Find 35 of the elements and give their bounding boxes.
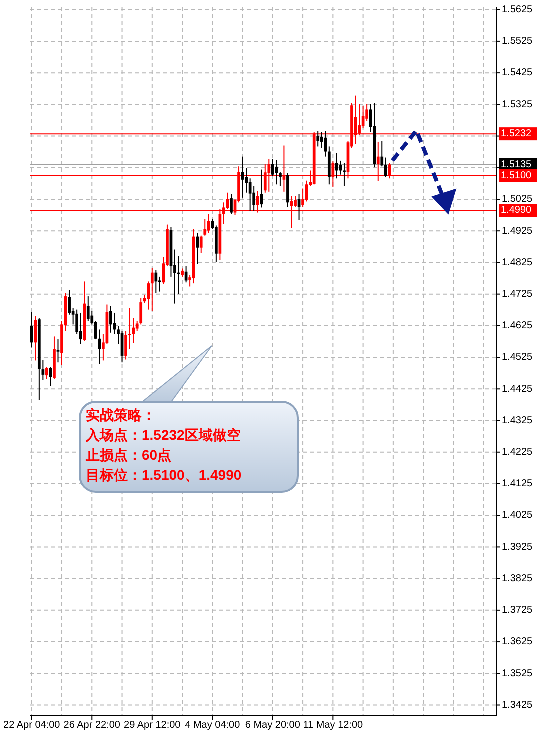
annotation: 入场点：1.5232区域做空	[85, 427, 241, 443]
x-tick-label: 26 Apr 22:00	[64, 720, 121, 731]
annotation: 止损点：60点	[85, 447, 172, 463]
y-tick-label: 1.3925	[502, 542, 534, 553]
y-tick-label: 1.5325	[502, 99, 534, 110]
ref-line-label: 1.5135	[501, 159, 532, 170]
y-tick-label: 1.4225	[502, 447, 534, 458]
y-tick-label: 1.4325	[502, 415, 534, 426]
y-tick-label: 1.4925	[502, 226, 534, 237]
y-tick-label: 1.3525	[502, 668, 534, 680]
annotation: 实战策略：	[86, 407, 156, 423]
x-tick-label: 4 May 04:00	[185, 720, 241, 731]
x-tick-label: 6 May 20:00	[245, 720, 301, 731]
y-tick-label: 1.4825	[502, 257, 534, 268]
y-tick-label: 1.3625	[502, 636, 534, 648]
y-tick-label: 1.3825	[502, 573, 534, 584]
y-tick-label: 1.5625	[502, 4, 534, 16]
annotation: 目标位：1.5100、1.4990	[86, 467, 242, 483]
y-tick-label: 1.5525	[502, 36, 534, 48]
y-tick-label: 1.5025	[502, 194, 534, 206]
x-tick-label: 29 Apr 12:00	[124, 720, 182, 731]
y-tick-label: 1.3725	[502, 605, 534, 616]
y-tick-label: 1.5425	[502, 68, 534, 79]
y-tick-label: 1.4725	[502, 288, 534, 300]
ref-line-label: 1.5100	[501, 170, 532, 182]
y-tick-label: 1.4425	[502, 384, 534, 395]
y-tick-label: 1.3425	[502, 700, 534, 711]
x-tick-label: 11 May 12:00	[303, 720, 364, 731]
y-tick-label: 1.4025	[502, 510, 534, 522]
x-tick-label: 22 Apr 04:00	[4, 720, 61, 731]
y-tick-label: 1.4125	[502, 478, 534, 490]
y-tick-label: 1.4625	[502, 320, 534, 332]
ref-line-label: 1.5232	[501, 128, 532, 140]
ref-line-label: 1.4990	[501, 205, 532, 216]
y-tick-label: 1.4525	[502, 352, 534, 364]
